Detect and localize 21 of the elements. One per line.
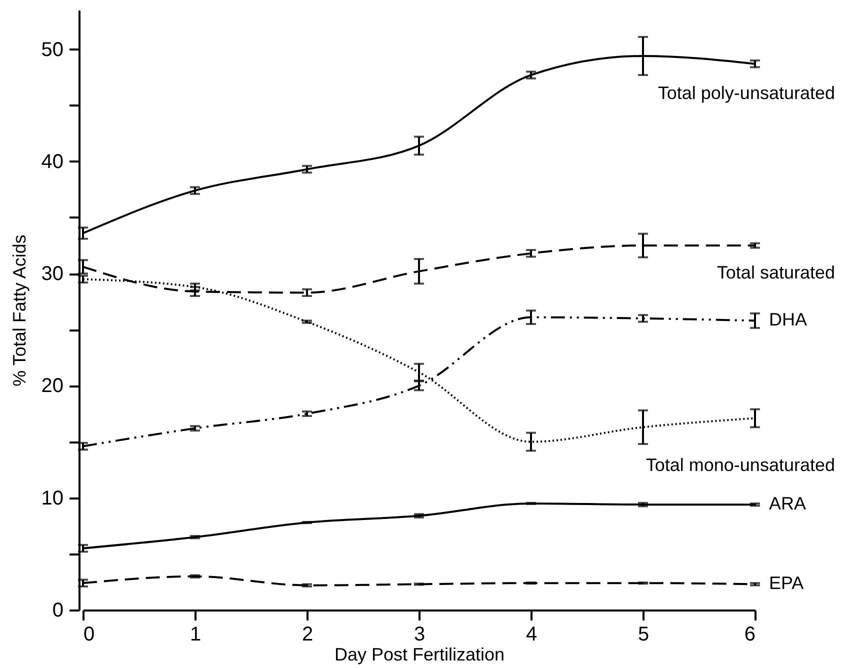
x-tick-label: 0 xyxy=(84,624,95,646)
y-tick-label: 20 xyxy=(41,375,64,398)
y-tick-label: 50 xyxy=(41,38,64,61)
x-tick-label: 5 xyxy=(638,624,650,646)
series-label: ARA xyxy=(769,494,806,514)
x-tick-label: 1 xyxy=(190,624,202,646)
y-tick-label: 10 xyxy=(41,487,64,510)
x-axis-title: Day Post Fertilization xyxy=(334,644,505,664)
series-label: Total saturated xyxy=(716,262,835,283)
y-axis-title: % Total Fatty Acids xyxy=(9,234,30,386)
x-tick-label: 2 xyxy=(302,624,314,646)
series-label: DHA xyxy=(769,310,808,330)
y-tick-label: 30 xyxy=(41,263,64,286)
y-tick-label: 40 xyxy=(41,150,64,173)
series-label: EPA xyxy=(769,573,804,594)
x-tick-label: 4 xyxy=(526,624,538,646)
series-label: Total poly-unsaturated xyxy=(658,82,835,103)
x-tick-label: 6 xyxy=(744,624,756,646)
x-tick-label: 3 xyxy=(414,624,426,646)
series-label: Total mono-unsaturated xyxy=(646,455,835,476)
y-tick-label: 0 xyxy=(52,600,64,622)
